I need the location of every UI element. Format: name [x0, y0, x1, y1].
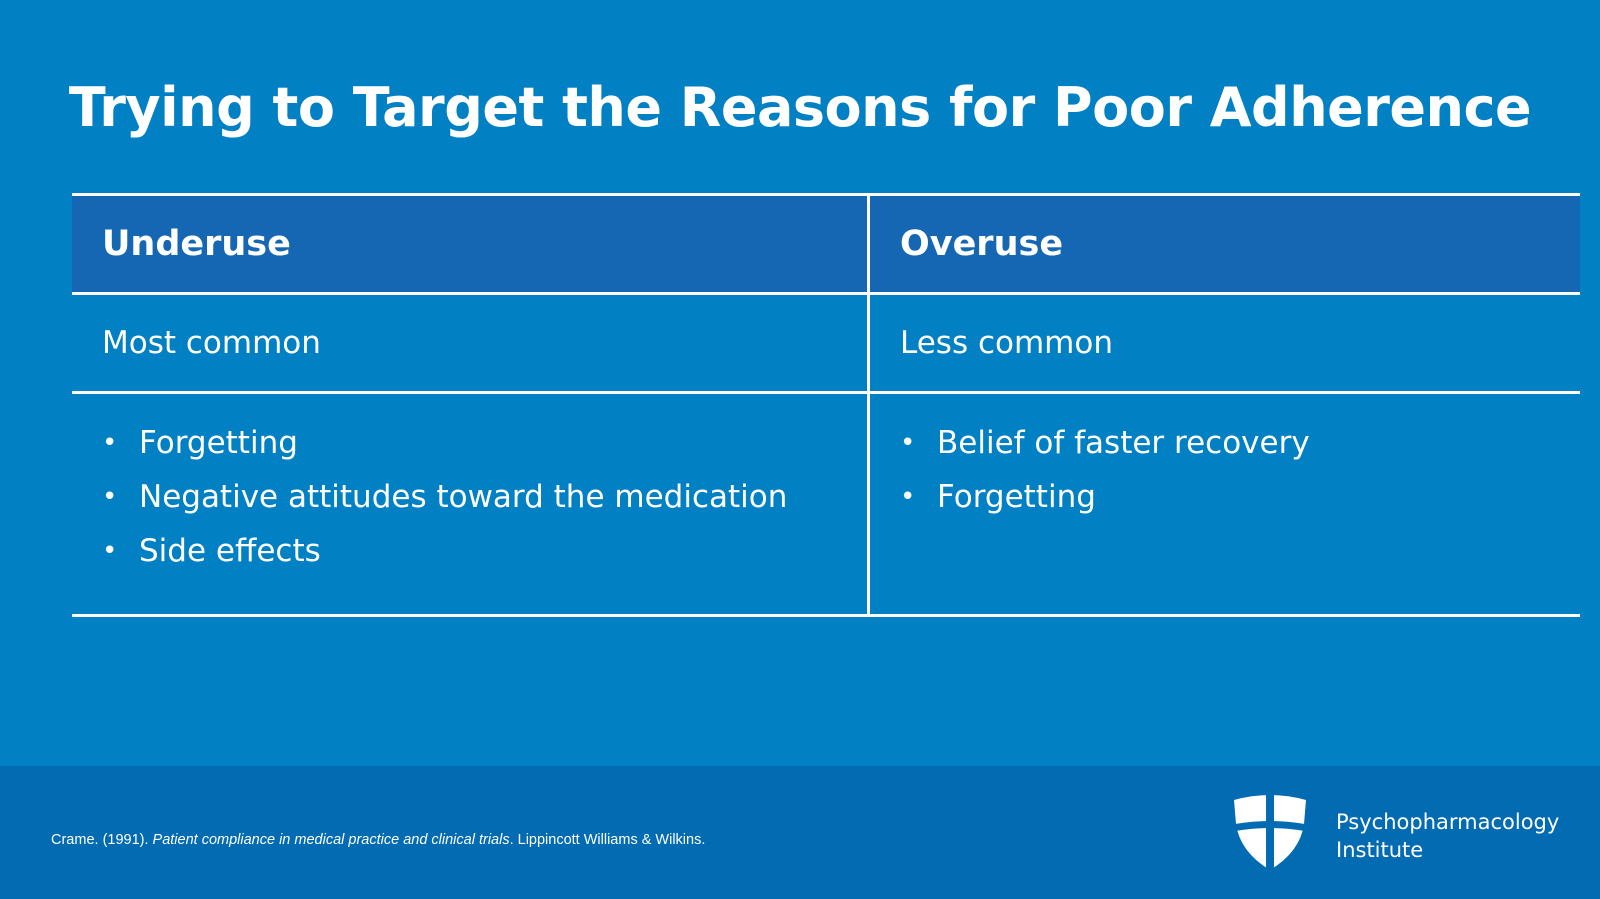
reason-text: Negative attitudes toward the medication	[139, 479, 788, 515]
list-item: • Forgetting	[102, 416, 867, 470]
reason-text: Forgetting	[139, 425, 298, 461]
list-item: • Negative attitudes toward the medicatio…	[102, 470, 867, 524]
comparison-table: Underuse Overuse Most common Less common…	[72, 193, 1580, 617]
list-item: • Side effects	[102, 524, 867, 578]
bullet-icon: •	[102, 482, 118, 512]
bullet-icon: •	[900, 482, 916, 512]
frequency-underuse: Most common	[72, 292, 870, 394]
slide-title: Trying to Target the Reasons for Poor Ad…	[68, 76, 1532, 139]
bullet-icon: •	[102, 428, 118, 458]
frequency-row: Most common Less common	[72, 292, 1580, 394]
reason-list-overuse: • Belief of faster recovery • Forgetting	[900, 416, 1580, 524]
reason-list-underuse: • Forgetting • Negative attitudes toward t…	[102, 416, 867, 578]
reasons-underuse: • Forgetting • Negative attitudes toward t…	[72, 391, 870, 617]
list-item: • Belief of faster recovery	[900, 416, 1580, 470]
reason-text: Side effects	[139, 533, 321, 569]
header-underuse: Underuse	[72, 193, 870, 295]
table-header-row: Underuse Overuse	[72, 193, 1580, 295]
reasons-row: • Forgetting • Negative attitudes toward t…	[72, 391, 1580, 617]
footer-band	[0, 766, 1600, 899]
citation-author: Crame. (1991).	[51, 832, 153, 848]
logo-line-1: Psychopharmacology	[1336, 810, 1560, 834]
bullet-icon: •	[102, 536, 118, 566]
list-item: • Forgetting	[900, 470, 1580, 524]
reasons-overuse: • Belief of faster recovery • Forgetting	[868, 391, 1580, 617]
citation-title: Patient compliance in medical practice a…	[152, 832, 510, 848]
citation: Crame. (1991). Patient compliance in med…	[51, 832, 705, 848]
logo-wordmark: Psychopharmacology Institute	[1336, 808, 1559, 864]
header-overuse: Overuse	[868, 193, 1580, 295]
logo-line-2: Institute	[1336, 838, 1424, 862]
citation-publisher: . Lippincott Williams & Wilkins.	[509, 832, 706, 848]
bullet-icon: •	[900, 428, 916, 458]
shield-cross-icon	[1234, 794, 1306, 872]
reason-text: Forgetting	[937, 479, 1096, 515]
frequency-overuse: Less common	[868, 292, 1580, 394]
reason-text: Belief of faster recovery	[937, 425, 1310, 461]
